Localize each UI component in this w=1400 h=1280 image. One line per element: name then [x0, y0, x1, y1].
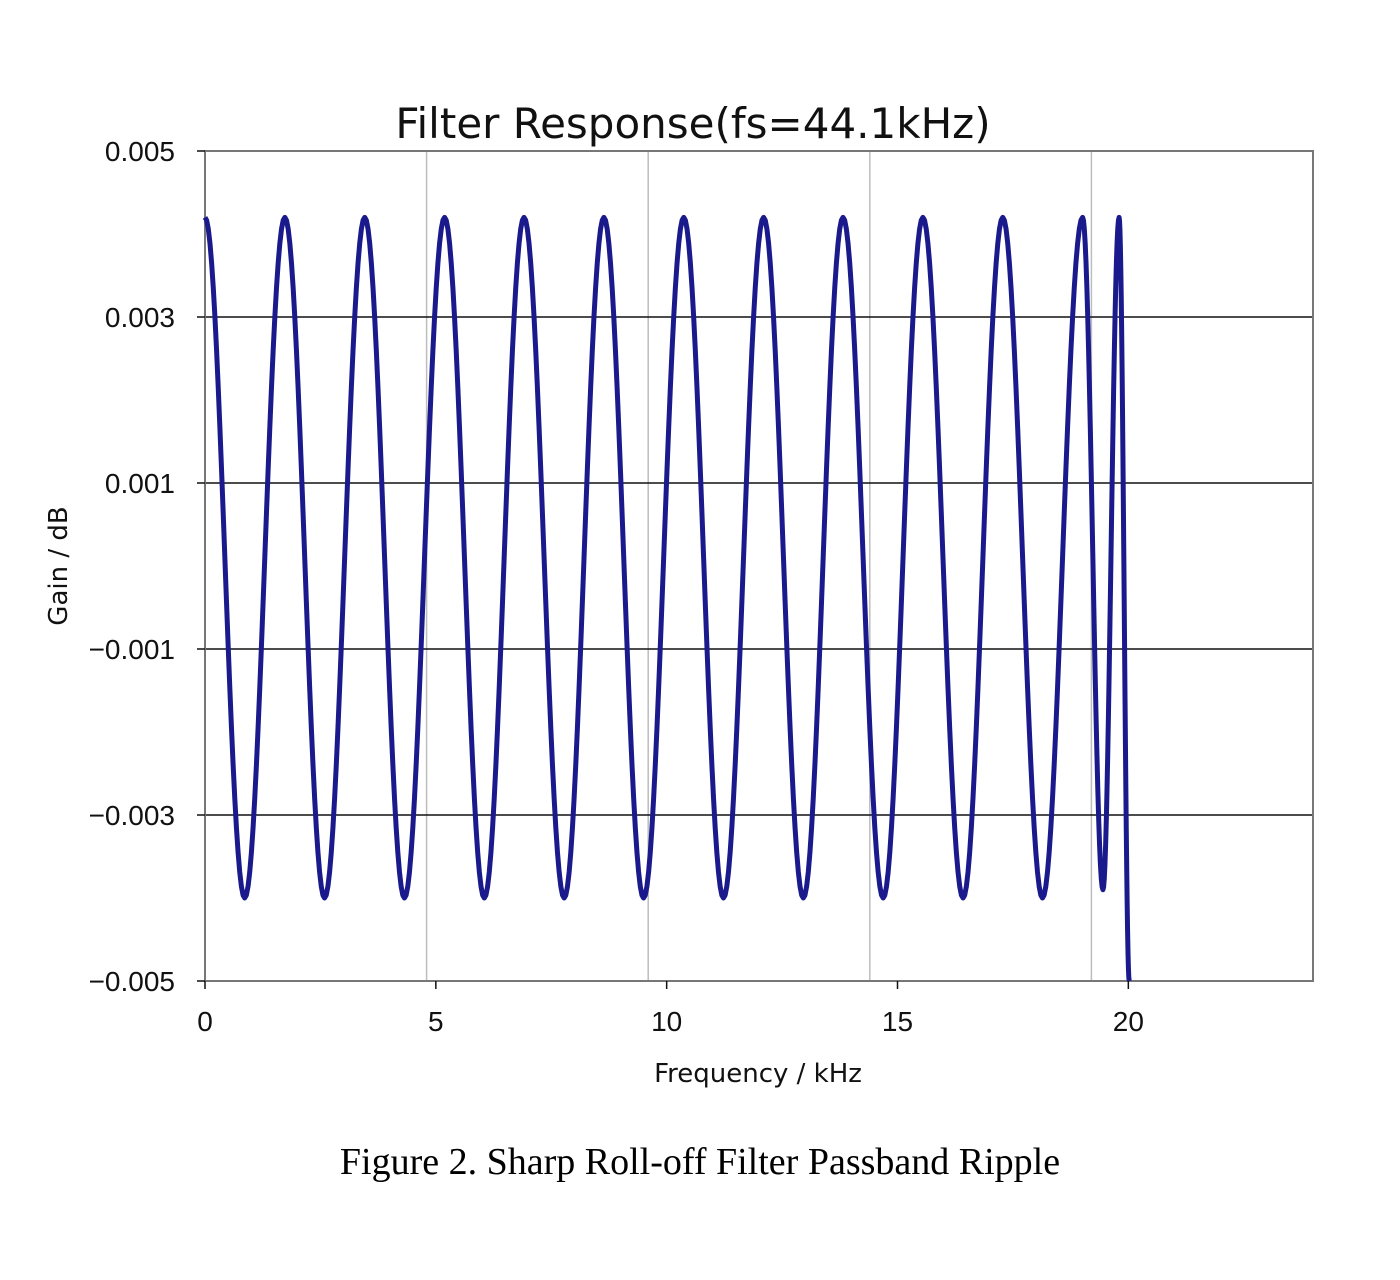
y-axis-label: Gain / dB: [44, 506, 74, 625]
x-tick-label: 0: [197, 1006, 213, 1037]
x-tick-label: 20: [1113, 1006, 1144, 1037]
y-tick-label: 0.001: [105, 468, 175, 499]
series-layer: [202, 214, 1132, 982]
chart-title: Filter Response(fs=44.1kHz): [395, 99, 990, 148]
x-axis-label: Frequency / kHz: [654, 1059, 862, 1089]
plot-frame: [204, 150, 1314, 982]
filter-response-chart: 0.005 0.003 0.001 −0.001 −0.003 −0.005 0 5 10 15 2…: [44, 99, 1314, 1089]
x-tick-label: 15: [882, 1006, 913, 1037]
tick-layer: 0.005 0.003 0.001 −0.001 −0.003 −0.005 0 5 10 15 2…: [89, 136, 1144, 1037]
y-tick-label: 0.005: [105, 136, 175, 167]
y-tick-label: −0.003: [89, 800, 175, 831]
gain-series-line: [202, 214, 1132, 982]
y-tick-label: 0.003: [105, 302, 175, 333]
x-tick-label: 5: [428, 1006, 444, 1037]
y-tick-label: −0.001: [89, 634, 175, 665]
x-tick-label: 10: [651, 1006, 682, 1037]
figure-caption: Figure 2. Sharp Roll-off Filter Passband…: [339, 1141, 1061, 1183]
y-tick-label: −0.005: [89, 966, 175, 997]
